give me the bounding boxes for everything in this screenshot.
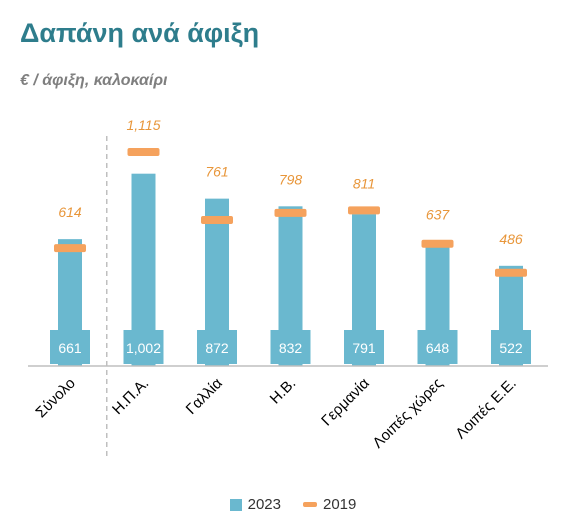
marker-2019-6 (495, 268, 527, 277)
bar-label-2023-2: 872 (205, 340, 229, 356)
marker-label-2019-1: 1,115 (127, 117, 161, 133)
bar-label-2023-1: 1,002 (126, 340, 161, 356)
marker-2019-2 (201, 215, 233, 224)
category-label-2: Γαλλία (183, 375, 226, 418)
marker-label-2019-0: 614 (58, 204, 82, 220)
legend-label-2023: 2023 (247, 496, 281, 513)
category-label-1: Η.Π.Α. (109, 375, 152, 418)
category-label-6: Λοιπές Ε.Ε. (452, 375, 520, 443)
category-label-3: Η.Β. (267, 375, 300, 408)
category-label-4: Γερμανία (318, 375, 373, 430)
marker-label-2019-4: 811 (353, 175, 375, 191)
bar-label-2023-6: 522 (499, 340, 523, 356)
bar-label-2023-0: 661 (58, 340, 82, 356)
marker-2019-3 (274, 208, 307, 217)
legend-swatch-2023 (229, 498, 242, 511)
chart-title: Δαπάνη ανά άφιξη (20, 18, 260, 48)
marker-2019-1 (127, 148, 160, 156)
bar-label-2023-3: 832 (279, 340, 303, 356)
bar-label-box-5 (417, 330, 458, 364)
marker-label-2019-5: 637 (426, 207, 451, 223)
category-label-5: Λοιπές χώρες (369, 375, 446, 452)
marker-label-2019-2: 761 (205, 164, 228, 180)
bar-label-box-3 (270, 330, 311, 364)
chart-subtitle: € / άφιξη, καλοκαίρι (20, 72, 168, 89)
marker-2019-4 (348, 206, 380, 215)
marker-2019-5 (421, 239, 454, 248)
marker-label-2019-6: 486 (499, 231, 523, 247)
bar-label-box-4 (344, 330, 384, 364)
bar-label-2023-5: 648 (426, 340, 450, 356)
legend-label-2019: 2019 (323, 496, 357, 513)
category-label-0: Σύνολο (32, 375, 78, 421)
legend-item-2019: 2019 (303, 496, 356, 513)
bar-label-2023-4: 791 (352, 340, 376, 356)
bar-label-box-2 (197, 330, 237, 364)
legend-swatch-2019 (303, 502, 317, 507)
chart-plot: 661 614 Σύνολο 1,002 1,115 Η.Π.Α. 872 761 Γαλλία… (28, 117, 548, 456)
marker-2019-0 (54, 244, 86, 253)
marker-label-2019-3: 798 (279, 171, 303, 187)
chart-legend: 2023 2019 (0, 496, 586, 513)
bar-label-box-1 (123, 330, 164, 364)
legend-item-2023: 2023 (229, 496, 281, 513)
bar-label-box-0 (50, 330, 90, 364)
bar-label-box-6 (491, 330, 531, 364)
